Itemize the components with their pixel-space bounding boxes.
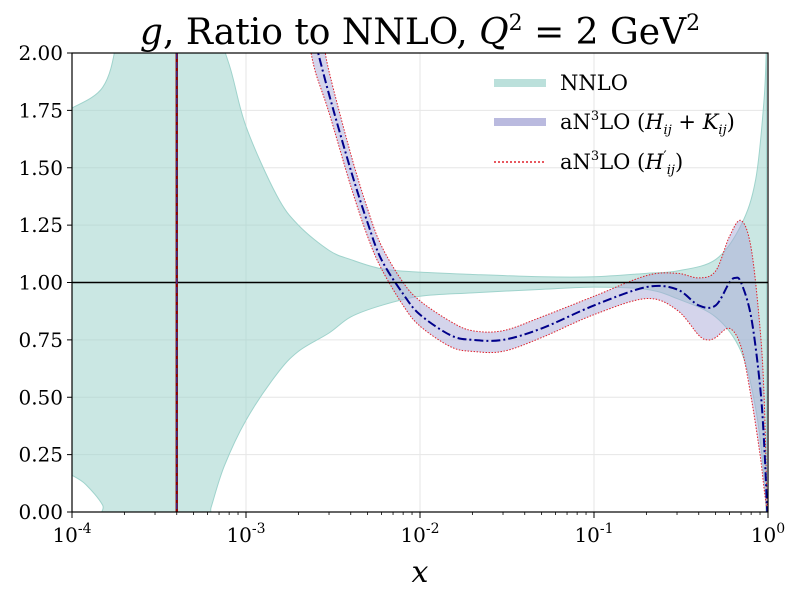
x-axis-label: x (412, 555, 429, 590)
title-g: g (140, 12, 163, 53)
legend-label-nnlo: NNLO (560, 71, 628, 95)
y-axis-ticks: 0.00 0.25 0.50 0.75 1.00 1.25 1.50 1.75 2.00 (18, 41, 72, 524)
x-tick-label-2: 10-2 (400, 521, 439, 547)
title-unit-exp: 2 (686, 11, 700, 36)
x-tick-label-1: 10-3 (226, 521, 265, 547)
x-tick-label-0: 10-4 (52, 521, 91, 547)
y-tick-label-0: 0.00 (18, 500, 63, 524)
an3lo-hprime-upper-edge (324, 53, 768, 512)
y-tick-label-2: 0.50 (18, 385, 63, 409)
an3lo-hprime-lower-edge (310, 53, 768, 512)
y-tick-label-6: 1.50 (18, 156, 63, 180)
legend-label-an3lo: aN3LO (Hij + Kij) (560, 109, 735, 138)
title-eq: = 2 GeV (523, 12, 687, 53)
x-tick-label-4: 100 (751, 521, 785, 547)
y-tick-label-5: 1.25 (18, 213, 63, 237)
y-tick-label-3: 0.75 (18, 328, 63, 352)
x-tick-label-3: 10-1 (574, 521, 613, 547)
legend: NNLO aN3LO (Hij + Kij) aN3LO (H′ij) (494, 71, 735, 178)
y-tick-label-4: 1.00 (18, 271, 63, 295)
y-tick-label-1: 0.25 (18, 443, 63, 467)
y-tick-label-7: 1.75 (18, 98, 63, 122)
an3lo-central-line (317, 53, 768, 512)
x-axis-ticks: 10-4 10-3 10-2 10-1 100 (52, 512, 785, 547)
title-main: , Ratio to NNLO, (163, 12, 479, 53)
chart-title: g, Ratio to NNLO, Q2 = 2 GeV2 (140, 11, 700, 53)
title-q: Q (479, 12, 509, 53)
legend-label-an3lo-hprime: aN3LO (H′ij) (560, 149, 683, 178)
y-tick-label-8: 2.00 (18, 41, 63, 65)
title-q-exp: 2 (509, 11, 523, 36)
